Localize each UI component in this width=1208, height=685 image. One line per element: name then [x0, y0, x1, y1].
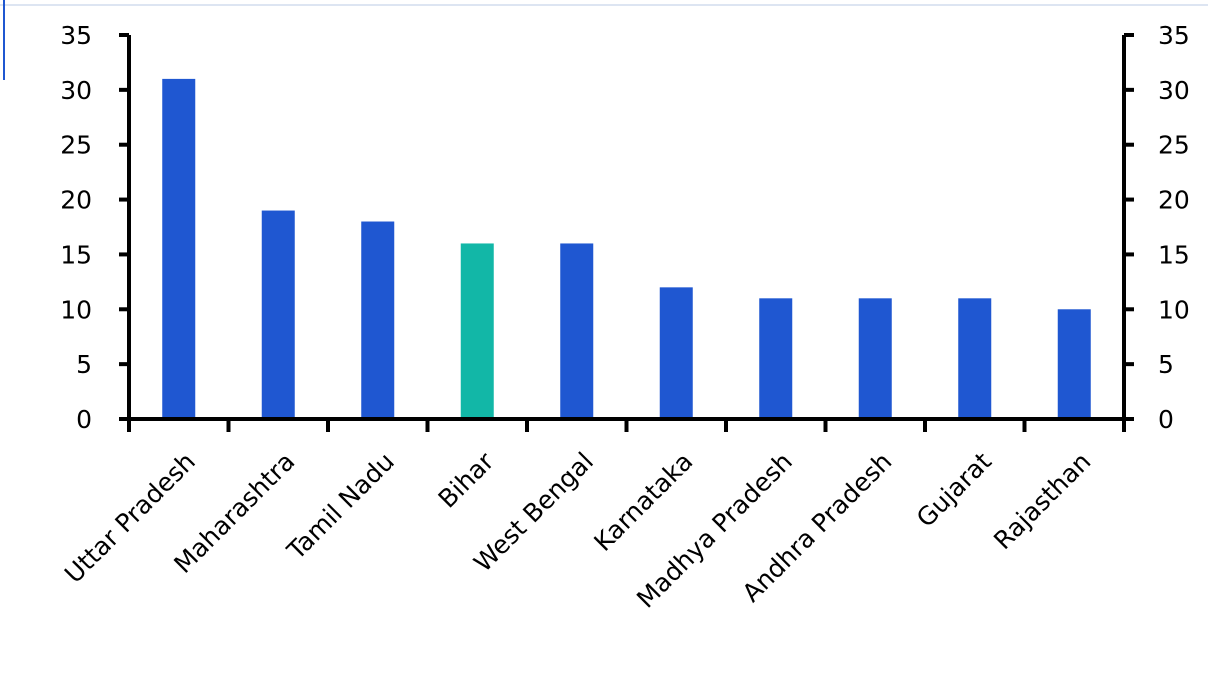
y-tick-label-right: 15	[1158, 240, 1190, 269]
y-tick-label-left: 0	[76, 405, 92, 434]
y-ticks-left: 0 5 10 15 20 25 30 35	[60, 21, 129, 434]
y-tick-label-right: 25	[1158, 131, 1190, 160]
bar-karnataka	[659, 287, 693, 419]
category-label: Gujarat	[911, 447, 997, 533]
y-tick-label-right: 35	[1158, 21, 1190, 50]
bar-gujarat	[958, 298, 992, 419]
bar-uttar-pradesh	[162, 78, 196, 419]
y-tick-label-right: 0	[1158, 405, 1174, 434]
y-tick-label-right: 10	[1158, 295, 1190, 324]
y-tick-label-left: 30	[60, 76, 92, 105]
y-tick-label-right: 30	[1158, 76, 1190, 105]
bar-west-bengal	[560, 243, 594, 419]
bars-group	[162, 78, 1091, 419]
bar-madhya-pradesh	[759, 298, 793, 419]
category-label: Karnataka	[588, 447, 698, 557]
bar-rajasthan	[1057, 309, 1091, 419]
y-tick-label-left: 10	[60, 295, 92, 324]
y-tick-label-left: 35	[60, 21, 92, 50]
y-tick-label-right: 5	[1158, 350, 1174, 379]
y-tick-label-right: 20	[1158, 186, 1190, 215]
y-ticks-right: 0 5 10 15 20 25 30 35	[1124, 21, 1190, 434]
bar-bihar	[460, 243, 494, 419]
x-ticks	[127, 419, 1126, 432]
bar-andhra-pradesh	[858, 298, 892, 419]
category-label: Rajasthan	[988, 447, 1096, 555]
y-tick-label-left: 25	[60, 131, 92, 160]
y-tick-label-left: 5	[76, 350, 92, 379]
y-tick-label-left: 20	[60, 186, 92, 215]
category-label: Bihar	[433, 446, 500, 513]
bar-tamil-nadu	[361, 221, 395, 419]
category-label: Tamil Nadu	[281, 447, 400, 566]
y-tick-label-left: 15	[60, 240, 92, 269]
bar-maharashtra	[261, 210, 295, 419]
